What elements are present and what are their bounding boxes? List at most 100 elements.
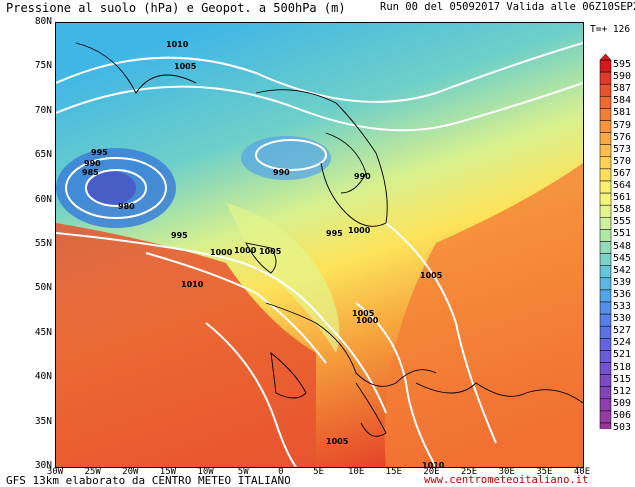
isobar-label: 995: [326, 229, 343, 238]
legend-swatch: [599, 59, 612, 73]
latitude-label: 65N: [34, 149, 52, 161]
legend-swatch: [599, 289, 612, 303]
forecast-map: 1010 1005 995 990 985 980 990 990 995 10…: [55, 22, 584, 468]
legend-value: 590: [613, 71, 632, 83]
credit-text: GFS 13km elaborato da CENTRO METEO ITALI…: [6, 474, 291, 487]
latitude-label: 45N: [34, 326, 52, 338]
isobar-label: 1005: [259, 247, 282, 256]
legend-value: 530: [613, 313, 632, 325]
longitude-label: 5W: [237, 467, 249, 477]
legend-swatch: [599, 192, 612, 206]
legend-swatch: [599, 71, 612, 85]
longitude-label: 30W: [46, 467, 64, 477]
legend-swatch: [599, 108, 612, 121]
isobar-label: 990: [84, 159, 101, 168]
latitude-label: 60N: [34, 193, 52, 205]
isobar-label: 1000: [348, 226, 371, 235]
legend-value: 506: [613, 409, 632, 421]
legend-swatch: [599, 144, 612, 158]
longitude-label: 30E: [498, 467, 515, 477]
legend-value: 555: [613, 216, 632, 228]
isobar-label: 1010: [422, 461, 445, 468]
legend-swatch: [599, 217, 612, 230]
legend-swatch: [599, 132, 612, 145]
isobar-label: 985: [82, 168, 99, 177]
legend-swatch: [599, 422, 612, 429]
legend-swatch: [599, 386, 612, 400]
isobar-label: 1005: [174, 62, 197, 71]
legend-value: 545: [613, 252, 632, 264]
website-link[interactable]: www.centrometeoitaliano.it: [424, 474, 589, 486]
warm-region-west: [56, 223, 316, 467]
low-center-core: [86, 171, 136, 205]
longitude-label: 40E: [573, 467, 591, 477]
isobar-label: 995: [171, 231, 188, 240]
legend-value: 581: [613, 107, 632, 119]
legend-swatch: [599, 313, 612, 327]
legend-value: 518: [613, 361, 632, 373]
isobar-label: 1010: [181, 280, 204, 289]
isobar-labels: 1010 1005 995 990 985 980 990 990 995 10…: [82, 40, 445, 468]
longitude-label: 5E: [313, 467, 324, 477]
legend-value: 527: [613, 325, 632, 337]
legend-swatch: [599, 374, 612, 387]
longitude-label: 15E: [385, 467, 402, 477]
latitude-label: 50N: [34, 282, 52, 294]
legend-value: 509: [613, 397, 632, 409]
legend-value: 584: [613, 95, 632, 107]
legend-value: 567: [613, 167, 632, 179]
legend-value: 515: [613, 373, 632, 385]
legend-swatch: [599, 410, 612, 424]
legend-value: 576: [613, 131, 632, 143]
legend-value: 573: [613, 143, 632, 155]
legend-value: 595: [613, 59, 632, 70]
trough-region: [226, 203, 340, 353]
legend-swatch: [599, 265, 612, 279]
legend-swatch: [599, 301, 612, 315]
legend-swatch: [599, 156, 612, 170]
legend-value: 551: [613, 228, 632, 240]
longitude-label: 25E: [460, 467, 478, 477]
longitude-label: 20E: [423, 467, 440, 477]
legend-arrow-up: [599, 54, 612, 61]
run-validity-info: Run 00 del 05092017 Valida alle 06Z10SEP…: [380, 1, 635, 13]
legend-value: 579: [613, 119, 632, 131]
legend-value: 587: [613, 83, 632, 95]
legend-swatch: [599, 241, 612, 254]
legend-value: 503: [613, 422, 632, 433]
longitude-label: 10W: [197, 467, 214, 477]
latitude-label: 75N: [34, 60, 52, 72]
legend-swatch: [599, 350, 612, 363]
legend-value: 558: [613, 204, 632, 216]
isobar-label: 1000: [210, 248, 233, 257]
legend-swatch: [599, 120, 612, 133]
longitude-label: 20W: [122, 467, 139, 477]
latitude-label: 40N: [34, 371, 52, 383]
legend-value: 521: [613, 349, 632, 361]
legend-value: 533: [613, 301, 632, 312]
longitude-label: 10E: [348, 467, 365, 477]
latitude-label: 80N: [34, 16, 52, 27]
legend-value: 548: [613, 240, 632, 252]
legend-swatch: [599, 362, 612, 375]
legend-value: 564: [613, 180, 632, 191]
legend-swatch: [599, 229, 612, 242]
longitude-label: 0: [278, 467, 284, 477]
legend-value: 570: [613, 155, 632, 167]
legend-swatch: [599, 168, 612, 182]
isobar-label: 980: [118, 202, 135, 211]
legend-value: 536: [613, 288, 632, 300]
isobar-label: 990: [354, 172, 371, 181]
longitude-label: 15W: [159, 467, 177, 477]
latitude-label: 30N: [34, 460, 52, 471]
isobar-label: 1005: [420, 271, 443, 280]
legend-swatch: [599, 204, 612, 218]
isobar-label: 1000: [356, 316, 379, 325]
map-title: Pressione al suolo (hPa) e Geopot. a 500…: [6, 1, 346, 15]
latitude-label: 35N: [34, 415, 52, 427]
legend-value: 524: [613, 337, 632, 349]
isobar-label: 1000: [234, 246, 257, 255]
legend-value: 542: [613, 264, 632, 276]
legend-swatch: [599, 325, 612, 339]
longitude-label: 35E: [536, 467, 553, 477]
